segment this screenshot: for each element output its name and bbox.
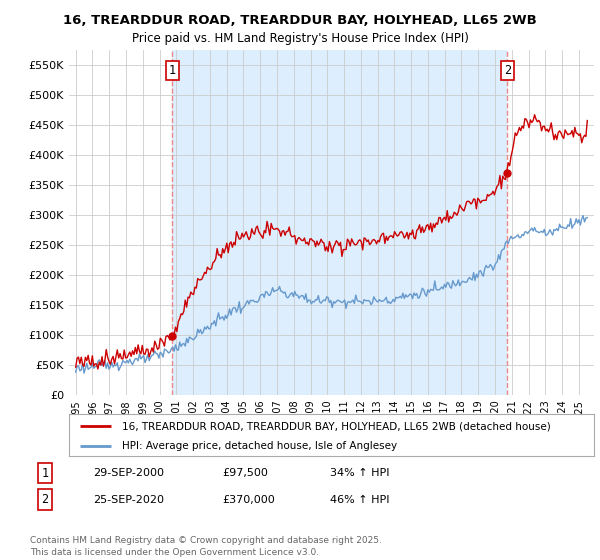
Text: 2: 2 [41,493,49,506]
Text: 16, TREARDDUR ROAD, TREARDDUR BAY, HOLYHEAD, LL65 2WB (detached house): 16, TREARDDUR ROAD, TREARDDUR BAY, HOLYH… [121,421,550,431]
Text: HPI: Average price, detached house, Isle of Anglesey: HPI: Average price, detached house, Isle… [121,441,397,451]
Text: Contains HM Land Registry data © Crown copyright and database right 2025.
This d: Contains HM Land Registry data © Crown c… [30,536,382,557]
Bar [172,50,507,395]
Text: 46% ↑ HPI: 46% ↑ HPI [330,494,389,505]
Text: £370,000: £370,000 [222,494,275,505]
Text: Price paid vs. HM Land Registry's House Price Index (HPI): Price paid vs. HM Land Registry's House … [131,32,469,45]
Text: 1: 1 [41,466,49,480]
Text: 34% ↑ HPI: 34% ↑ HPI [330,468,389,478]
Text: 29-SEP-2000: 29-SEP-2000 [93,468,164,478]
Text: £97,500: £97,500 [222,468,268,478]
Text: 1: 1 [169,64,176,77]
Text: 2: 2 [504,64,511,77]
Text: 25-SEP-2020: 25-SEP-2020 [93,494,164,505]
Text: 16, TREARDDUR ROAD, TREARDDUR BAY, HOLYHEAD, LL65 2WB: 16, TREARDDUR ROAD, TREARDDUR BAY, HOLYH… [63,14,537,27]
